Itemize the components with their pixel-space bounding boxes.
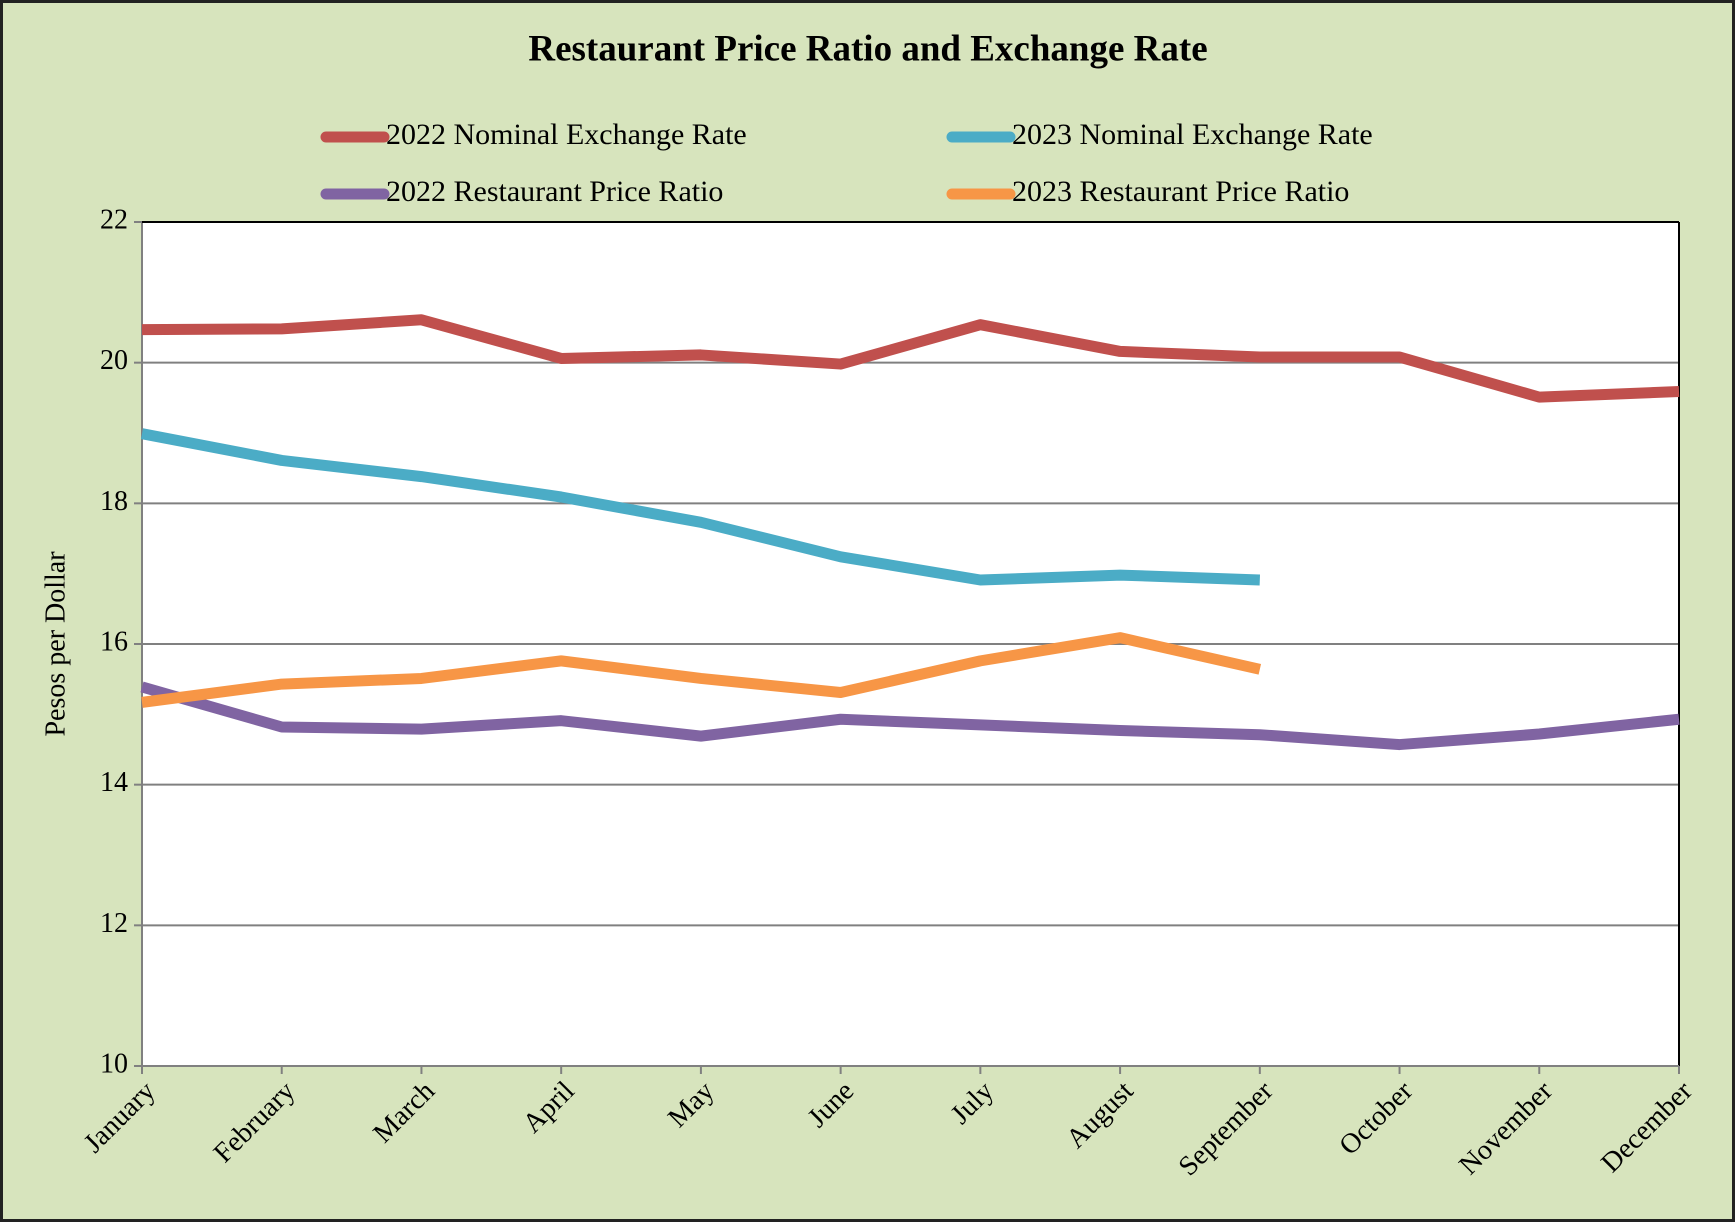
legend-label: 2022 Restaurant Price Ratio — [386, 175, 723, 208]
series-line — [141, 632, 1262, 708]
y-tick-label: 10 — [100, 1048, 128, 1079]
legend-label: 2023 Restaurant Price Ratio — [1012, 175, 1349, 208]
y-tick-label: 16 — [100, 626, 128, 657]
y-tick-label: 12 — [100, 908, 128, 939]
y-tick-label: 14 — [100, 767, 128, 798]
series-line — [140, 428, 1261, 586]
series-line — [140, 681, 1680, 751]
series-line — [141, 314, 1680, 403]
legend-label: 2022 Nominal Exchange Rate — [386, 118, 747, 151]
y-tick-label: 18 — [100, 486, 128, 517]
y-axis-title: Pesos per Dollar — [40, 551, 71, 737]
chart-title: Restaurant Price Ratio and Exchange Rate — [528, 28, 1207, 69]
legend-label: 2023 Nominal Exchange Rate — [1012, 118, 1373, 151]
y-tick-label: 22 — [100, 204, 128, 235]
y-tick-label: 20 — [100, 345, 128, 376]
